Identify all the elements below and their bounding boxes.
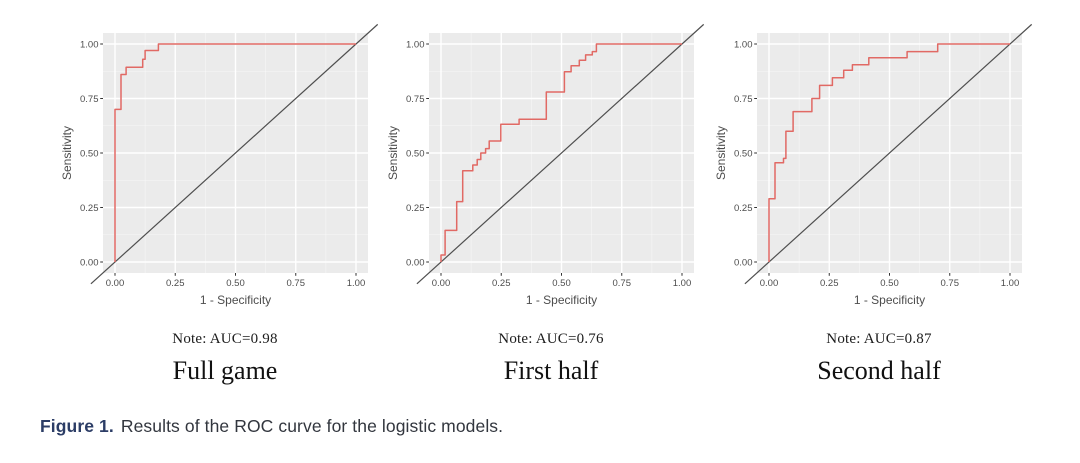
figure-caption-label: Figure 1. (40, 416, 114, 436)
y-tick-label: 0.75 (406, 94, 425, 105)
x-tick-label: 0.25 (492, 278, 511, 289)
x-tick-label: 0.50 (226, 278, 245, 289)
y-tick-label: 0.00 (734, 257, 753, 268)
y-tick-label: 0.00 (406, 257, 425, 268)
roc-curve (768, 43, 1010, 262)
y-tick-label: 1.00 (80, 39, 99, 50)
auc-note: Note: AUC=0.76 (498, 331, 604, 347)
y-axis-title: Sensitivity (386, 126, 400, 180)
roc-curve (114, 43, 356, 262)
y-tick-label: 0.25 (734, 203, 753, 214)
y-tick-label: 0.00 (80, 257, 99, 268)
x-tick-label: 1.00 (1001, 278, 1020, 289)
auc-note: Note: AUC=0.98 (172, 331, 278, 347)
roc-chart-first-half: 0.00 0.00 0.25 0.25 0.50 0.50 0.75 0.75 1.00 1.00… (386, 23, 705, 307)
x-tick-label: 0.50 (552, 278, 571, 289)
y-tick-label: 0.50 (406, 148, 425, 159)
x-tick-label: 0.50 (880, 278, 899, 289)
reference-diagonal (90, 23, 379, 285)
roc-plot-second-half: 0.00 0.00 0.25 0.25 0.50 0.50 0.75 0.75 1.00 1.00… (714, 15, 1044, 415)
x-tick-label: 0.00 (106, 278, 125, 289)
x-axis-title: 1 - Specificity (854, 293, 925, 307)
y-tick-label: 1.00 (406, 39, 425, 50)
x-axis-title: 1 - Specificity (526, 293, 597, 307)
roc-chart-full-game: 0.00 0.00 0.25 0.25 0.50 0.50 0.75 0.75 1.00 1.00… (60, 23, 379, 307)
y-tick-label: 1.00 (734, 39, 753, 50)
x-axis-title: 1 - Specificity (200, 293, 271, 307)
x-tick-label: 1.00 (347, 278, 366, 289)
y-tick-label: 0.75 (734, 94, 753, 105)
y-tick-label: 0.50 (734, 148, 753, 159)
plot-title-full-game: Full game (172, 356, 278, 385)
x-tick-label: 0.75 (287, 278, 306, 289)
x-tick-label: 0.75 (941, 278, 960, 289)
y-tick-label: 0.75 (80, 94, 99, 105)
roc-plot-first-half: 0.00 0.00 0.25 0.25 0.50 0.50 0.75 0.75 1.00 1.00… (386, 15, 716, 415)
y-tick-label: 0.25 (80, 203, 99, 214)
y-tick-label: 0.50 (80, 148, 99, 159)
x-tick-label: 0.00 (432, 278, 451, 289)
reference-diagonal (744, 23, 1033, 285)
x-tick-label: 0.00 (760, 278, 779, 289)
x-tick-label: 0.25 (166, 278, 185, 289)
auc-note: Note: AUC=0.87 (826, 331, 932, 347)
y-axis-title: Sensitivity (60, 126, 74, 180)
reference-diagonal (416, 23, 705, 285)
y-axis-title: Sensitivity (714, 126, 728, 180)
roc-plot-full-game: 0.00 0.00 0.25 0.25 0.50 0.50 0.75 0.75 1.00 1.00… (60, 15, 390, 415)
roc-curve (440, 43, 682, 262)
x-tick-label: 0.25 (820, 278, 839, 289)
roc-chart-second-half: 0.00 0.00 0.25 0.25 0.50 0.50 0.75 0.75 1.00 1.00… (714, 23, 1033, 307)
plot-title-second-half: Second half (817, 356, 941, 385)
figure-caption: Figure 1. Results of the ROC curve for th… (40, 416, 503, 437)
figure-caption-text: Results of the ROC curve for the logisti… (120, 416, 504, 436)
plot-title-first-half: First half (503, 356, 599, 385)
y-tick-label: 0.25 (406, 203, 425, 214)
x-tick-label: 0.75 (613, 278, 632, 289)
x-tick-label: 1.00 (673, 278, 692, 289)
